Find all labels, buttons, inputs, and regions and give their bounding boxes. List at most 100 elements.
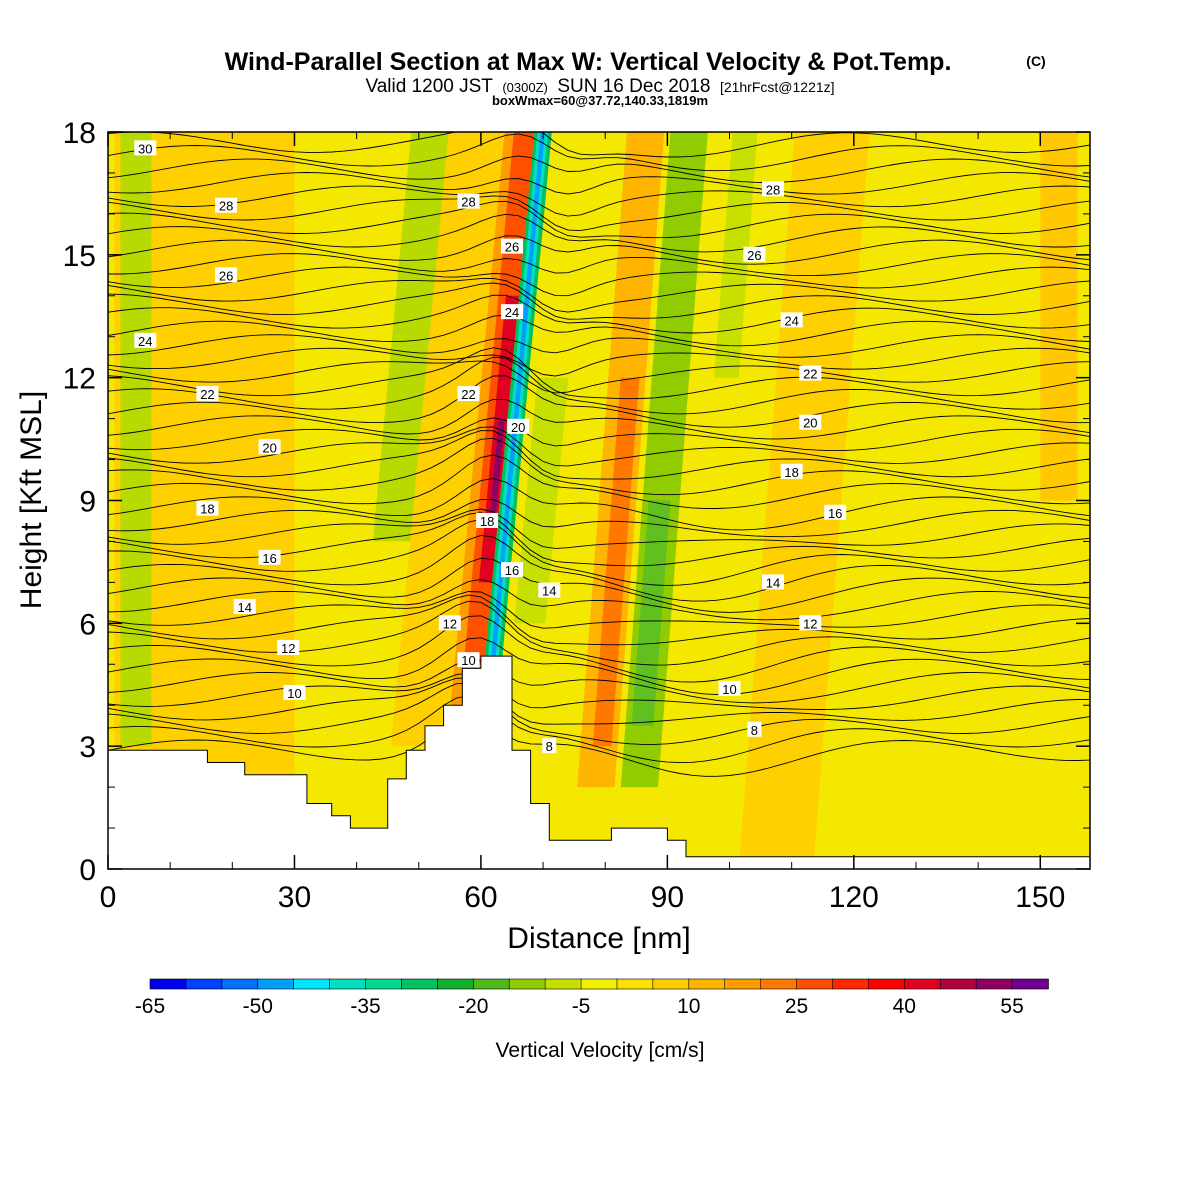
contour-label-box <box>196 500 219 516</box>
contour-label: 10 <box>718 680 741 697</box>
contour-label: 14 <box>538 582 561 599</box>
contour-label-text: 18 <box>200 502 214 517</box>
isentrope-line <box>108 266 1090 297</box>
colorbar-swatch <box>832 978 870 990</box>
isentrope-line <box>108 200 1090 239</box>
contour-label-text: 22 <box>200 387 214 402</box>
isentrope-line <box>108 695 1090 764</box>
contour-label-box <box>438 615 461 631</box>
contour-label: 8 <box>542 738 557 754</box>
contour-label-box <box>799 365 822 381</box>
contour-label-box <box>799 615 822 631</box>
contour-label-text: 10 <box>461 653 475 668</box>
terrain-mask <box>108 655 1090 869</box>
contour-label-box <box>500 238 523 254</box>
contour-label-text: 28 <box>461 195 475 210</box>
y-tick-label: 3 <box>79 731 96 764</box>
contour-label-box <box>233 598 256 614</box>
isentrope-line <box>108 672 1090 710</box>
colorbar-tick-label: 25 <box>785 995 808 1018</box>
contour-label: 28 <box>215 197 238 214</box>
contour-label: 26 <box>743 246 766 263</box>
isentrope-line <box>108 347 1090 400</box>
isentrope-line <box>108 133 1090 172</box>
contour-label: 16 <box>258 549 281 566</box>
contour-label-box <box>277 639 300 655</box>
isentrope-line <box>108 557 1090 613</box>
orange-patch-far <box>1040 132 1078 501</box>
green-band-a <box>372 132 449 542</box>
contour-label: 28 <box>762 181 785 197</box>
colorbar-swatch <box>437 978 475 990</box>
contour-label-text: 20 <box>803 416 817 431</box>
isentrope-line <box>108 314 1090 347</box>
colorbar-swatch <box>652 978 690 990</box>
isentrope-line <box>108 334 1090 358</box>
isentrope-line <box>108 132 1090 158</box>
isentrope-line <box>108 716 1090 777</box>
contour-label-box <box>762 181 785 197</box>
isentrope-line <box>108 417 1090 452</box>
green-band-c <box>714 132 758 378</box>
utc-time-text: (0300Z) <box>502 80 548 95</box>
colorbar-tick-label: -5 <box>572 995 591 1018</box>
isentrope-line <box>108 437 1090 496</box>
contour-label: 22 <box>196 386 219 402</box>
contour-label: 10 <box>283 684 306 701</box>
contour-label-text: 14 <box>542 584 556 599</box>
isentrope-line <box>108 615 1090 683</box>
contour-label-text: 18 <box>784 465 798 480</box>
chart-title: Wind-Parallel Section at Max W: Vertical… <box>225 48 952 76</box>
contour-label-text: 8 <box>546 739 553 754</box>
x-tick-label: 120 <box>829 881 879 914</box>
isentrope-line <box>108 294 1090 334</box>
contour-label-box <box>780 463 803 479</box>
isentrope-line <box>108 508 1090 549</box>
contour-label-text: 26 <box>219 268 233 283</box>
updraft-peak <box>489 418 505 521</box>
contour-label-box <box>500 304 523 320</box>
contour-label: 20 <box>507 418 530 435</box>
colorbar-swatch <box>149 978 187 990</box>
colorbar-swatch <box>472 978 510 990</box>
isentrope-line <box>108 478 1090 531</box>
colorbar-label: Vertical Velocity [cm/s] <box>496 1039 705 1062</box>
contour-label-box <box>457 386 480 402</box>
contour-label-box <box>500 562 523 578</box>
colorbar-swatch <box>401 978 439 990</box>
contour-label-box <box>134 332 157 348</box>
contour-labels: 30 28 26 24 22 20 18 16 14 12 10 28 26 24 22 20 18 16 14 12… <box>134 140 847 754</box>
contour-label-box <box>196 386 219 402</box>
colorbar-swatch <box>1011 978 1049 990</box>
contour-label: 20 <box>258 439 281 455</box>
isentrope-line <box>108 578 1090 621</box>
valid-time-line: Valid 1200 JST (0300Z) SUN 16 Dec 2018 [… <box>365 76 834 97</box>
colorbar-swatch <box>329 978 367 990</box>
contour-label-box <box>799 414 822 430</box>
contour-label: 16 <box>824 504 847 521</box>
isentrope-line <box>108 356 1090 415</box>
colorbar-swatch <box>185 978 223 990</box>
contour-label-box <box>507 418 530 434</box>
box-wmax-line: boxWmax=60@37.72,140.33,1819m <box>492 93 708 108</box>
green-band-e <box>514 377 569 624</box>
isentrope-line <box>108 499 1090 538</box>
contour-label-text: 18 <box>480 514 494 529</box>
contour-label-text: 14 <box>237 600 251 615</box>
colorbar-swatch <box>724 978 762 990</box>
valid-time-text: Valid 1200 JST <box>365 76 493 97</box>
contour-label: 18 <box>196 500 219 517</box>
contour-label-box <box>747 721 762 737</box>
contour-label: 14 <box>762 574 785 590</box>
contour-label-box <box>134 140 157 156</box>
contour-label-text: 16 <box>505 563 519 578</box>
colorbar-swatch <box>616 978 654 990</box>
colorbar-swatch <box>580 978 618 990</box>
colorbar-tick-label: -50 <box>243 995 273 1018</box>
contour-label: 18 <box>476 512 499 529</box>
colorbar-swatch <box>365 978 403 990</box>
contour-label: 22 <box>799 365 822 382</box>
isentrope-line <box>108 375 1090 428</box>
x-axis: 0 30 60 90 120 150 <box>100 132 1065 914</box>
contour-label-box <box>542 738 557 754</box>
